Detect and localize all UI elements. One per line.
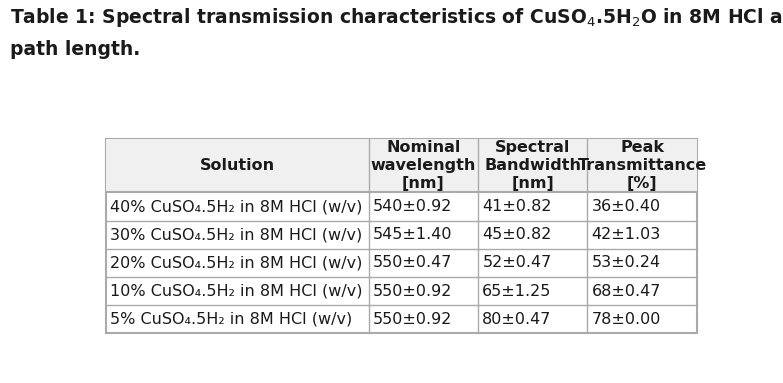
Text: 20% CuSO₄.5H₂ in 8M HCl (w/v): 20% CuSO₄.5H₂ in 8M HCl (w/v) [110,255,363,270]
Text: 78±0.00: 78±0.00 [592,312,661,327]
Text: 5% CuSO₄.5H₂ in 8M HCl (w/v): 5% CuSO₄.5H₂ in 8M HCl (w/v) [110,312,352,327]
Text: 550±0.92: 550±0.92 [373,312,453,327]
Text: 550±0.47: 550±0.47 [373,255,453,270]
Text: 545±1.40: 545±1.40 [373,227,453,242]
Text: 42±1.03: 42±1.03 [592,227,661,242]
Text: 41±0.82: 41±0.82 [482,199,552,214]
Text: 68±0.47: 68±0.47 [592,284,661,299]
Text: 10% CuSO₄.5H₂ in 8M HCl (w/v): 10% CuSO₄.5H₂ in 8M HCl (w/v) [110,284,363,299]
Text: 550±0.92: 550±0.92 [373,284,453,299]
Text: 53±0.24: 53±0.24 [592,255,661,270]
Text: 52±0.47: 52±0.47 [482,255,551,270]
Text: 40% CuSO₄.5H₂ in 8M HCl (w/v): 40% CuSO₄.5H₂ in 8M HCl (w/v) [110,199,363,214]
Text: 80±0.47: 80±0.47 [482,312,552,327]
Bar [106,139,697,334]
Text: Solution: Solution [200,158,275,173]
Text: Peak
Transmittance
[%]: Peak Transmittance [%] [578,140,707,191]
Text: Table 1: Spectral transmission characteristics of CuSO$_4$.5H$_2$O in 8M HCl at : Table 1: Spectral transmission character… [10,6,783,29]
Text: 540±0.92: 540±0.92 [373,199,453,214]
Text: 30% CuSO₄.5H₂ in 8M HCl (w/v): 30% CuSO₄.5H₂ in 8M HCl (w/v) [110,227,363,242]
Text: Spectral
Bandwidth
[nm]: Spectral Bandwidth [nm] [485,140,581,191]
Text: path length.: path length. [10,40,140,59]
Bar [106,139,697,192]
Text: 45±0.82: 45±0.82 [482,227,552,242]
Text: 36±0.40: 36±0.40 [592,199,661,214]
Text: 65±1.25: 65±1.25 [482,284,552,299]
Text: Nominal
wavelength
[nm]: Nominal wavelength [nm] [371,140,476,191]
